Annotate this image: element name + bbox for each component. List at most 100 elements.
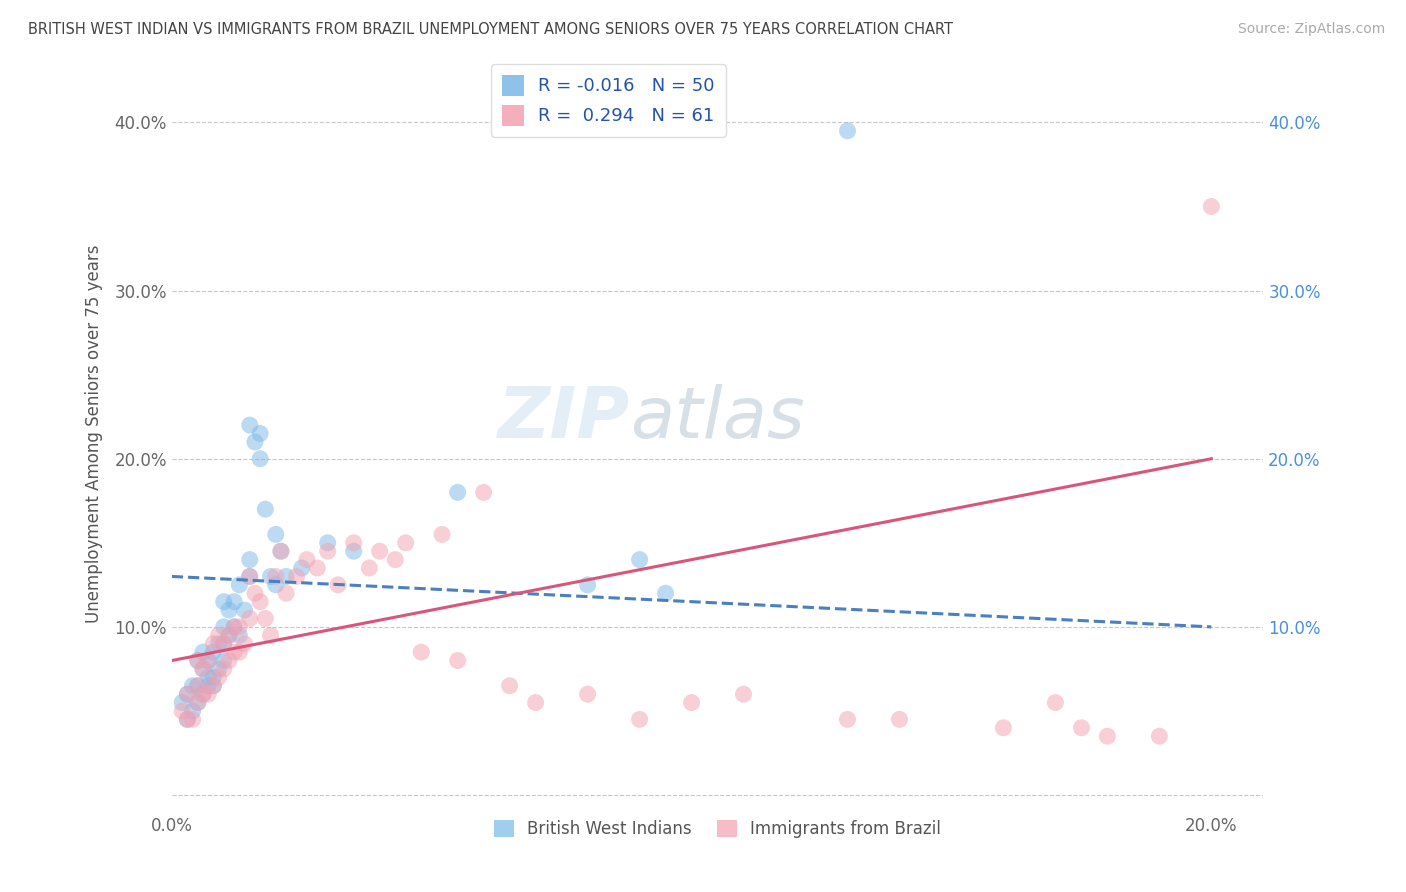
Point [239,418,262,433]
Point [259,569,281,583]
Point [837,124,859,138]
Point [239,569,262,583]
Point [326,578,349,592]
Point [228,578,250,592]
Point [430,527,453,541]
Point [295,552,318,566]
Point [202,679,225,693]
Point [202,637,225,651]
Point [239,569,262,583]
Point [359,561,381,575]
Point [176,687,198,701]
Point [233,637,256,651]
Point [993,721,1015,735]
Text: ZIP: ZIP [498,384,630,453]
Point [181,679,204,693]
Point [197,654,219,668]
Point [228,645,250,659]
Legend: British West Indians, Immigrants from Brazil: British West Indians, Immigrants from Br… [488,814,948,845]
Point [259,628,281,642]
Point [316,544,339,558]
Point [202,679,225,693]
Point [270,544,292,558]
Point [212,620,235,634]
Point [307,561,329,575]
Point [187,696,209,710]
Point [447,485,470,500]
Point [197,687,219,701]
Point [187,679,209,693]
Point [207,628,229,642]
Point [172,704,194,718]
Point [212,662,235,676]
Point [191,662,214,676]
Point [264,569,287,583]
Point [276,586,298,600]
Point [239,552,262,566]
Text: Source: ZipAtlas.com: Source: ZipAtlas.com [1237,22,1385,37]
Point [212,637,235,651]
Point [1149,729,1171,743]
Point [243,586,266,600]
Point [191,687,214,701]
Point [218,628,240,642]
Point [187,679,209,693]
Point [837,712,859,726]
Point [270,544,292,558]
Point [1097,729,1119,743]
Point [628,712,651,726]
Point [176,712,198,726]
Point [243,434,266,449]
Point [1070,721,1092,735]
Point [207,670,229,684]
Point [249,426,271,441]
Point [218,654,240,668]
Point [249,595,271,609]
Point [224,620,246,634]
Point [249,451,271,466]
Point [233,603,256,617]
Point [276,569,298,583]
Point [285,569,308,583]
Point [202,645,225,659]
Point [368,544,391,558]
Point [197,670,219,684]
Point [197,654,219,668]
Text: BRITISH WEST INDIAN VS IMMIGRANTS FROM BRAZIL UNEMPLOYMENT AMONG SENIORS OVER 75: BRITISH WEST INDIAN VS IMMIGRANTS FROM B… [28,22,953,37]
Point [254,502,277,516]
Point [384,552,406,566]
Point [191,662,214,676]
Point [191,687,214,701]
Point [212,637,235,651]
Point [239,611,262,625]
Point [576,578,599,592]
Point [316,536,339,550]
Point [224,595,246,609]
Point [681,696,703,710]
Point [172,696,194,710]
Point [187,654,209,668]
Point [207,662,229,676]
Point [187,654,209,668]
Point [343,536,366,550]
Point [1045,696,1067,710]
Point [291,561,314,575]
Point [224,620,246,634]
Point [224,645,246,659]
Point [654,586,676,600]
Point [202,670,225,684]
Point [181,712,204,726]
Point [524,696,547,710]
Point [254,611,277,625]
Point [181,704,204,718]
Point [447,654,470,668]
Point [191,645,214,659]
Point [889,712,911,726]
Point [576,687,599,701]
Point [733,687,755,701]
Point [343,544,366,558]
Point [187,696,209,710]
Point [212,595,235,609]
Point [628,552,651,566]
Point [1201,199,1223,213]
